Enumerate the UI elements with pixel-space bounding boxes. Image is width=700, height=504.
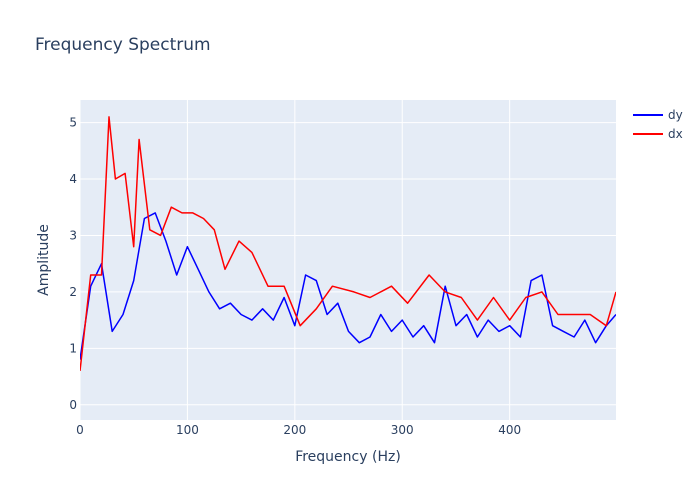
y-tick-label: 2 — [69, 285, 77, 299]
y-axis-label: Amplitude — [36, 224, 52, 296]
grid-lines — [79, 100, 616, 420]
chart-title: Frequency Spectrum — [35, 35, 211, 55]
legend-item-dx[interactable]: dx — [633, 127, 683, 141]
series-line-dy — [80, 212, 616, 360]
legend-label: dx — [668, 127, 683, 141]
plot-area — [79, 100, 616, 420]
legend[interactable]: dy dx — [633, 108, 683, 141]
series-lines — [80, 116, 616, 371]
legend-item-dy[interactable]: dy — [633, 108, 683, 122]
legend-label: dy — [668, 108, 683, 122]
y-axis-ticks: 0 1 2 3 4 5 — [69, 116, 77, 412]
series-line-dx — [80, 116, 616, 371]
x-tick-label: 200 — [283, 423, 306, 437]
x-tick-label: 100 — [176, 423, 199, 437]
y-tick-label: 5 — [69, 116, 77, 130]
x-tick-label: 300 — [391, 423, 414, 437]
y-tick-label: 3 — [69, 228, 77, 242]
plot-background — [80, 100, 616, 420]
x-axis-ticks: 0 100 200 300 400 — [76, 423, 521, 437]
x-tick-label: 0 — [76, 423, 84, 437]
y-tick-label: 4 — [69, 172, 77, 186]
x-axis-label: Frequency (Hz) — [295, 449, 401, 465]
y-tick-label: 1 — [69, 341, 77, 355]
y-tick-label: 0 — [69, 398, 77, 412]
x-tick-label: 400 — [498, 423, 521, 437]
